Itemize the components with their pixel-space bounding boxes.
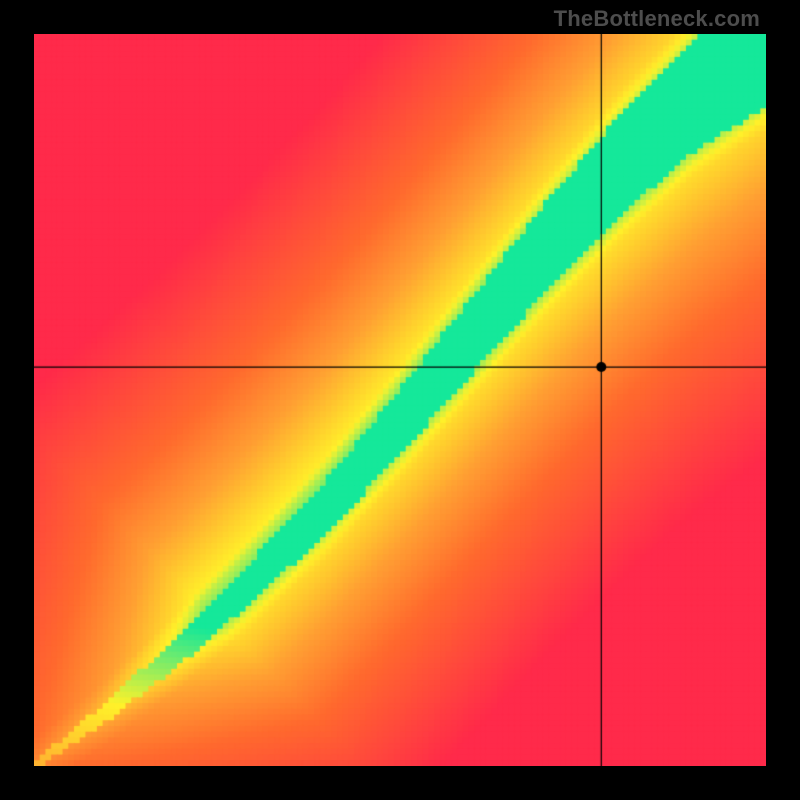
bottleneck-heatmap [34,34,766,766]
watermark-text: TheBottleneck.com [554,6,760,32]
